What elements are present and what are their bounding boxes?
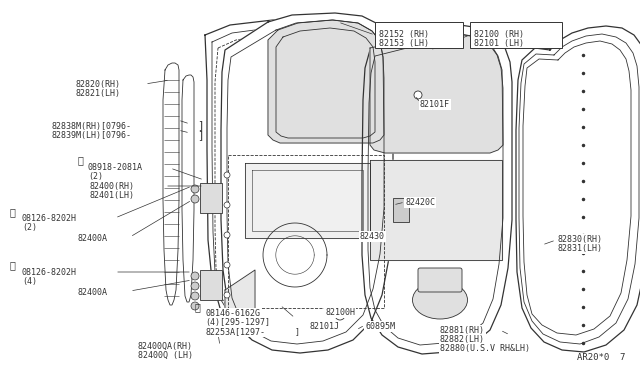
Text: 82400QA(RH): 82400QA(RH) — [138, 342, 193, 351]
Polygon shape — [362, 25, 512, 354]
Text: 82152 (RH): 82152 (RH) — [379, 30, 429, 39]
Text: 82420C: 82420C — [405, 198, 435, 207]
Text: ]: ] — [295, 327, 300, 336]
Bar — [375, 22, 463, 48]
Polygon shape — [225, 270, 255, 315]
Text: 82101F: 82101F — [420, 100, 450, 109]
Circle shape — [191, 195, 199, 203]
Polygon shape — [182, 75, 194, 302]
Text: 82881(RH): 82881(RH) — [440, 326, 485, 335]
Polygon shape — [370, 160, 502, 260]
Text: 82101 (LH): 82101 (LH) — [474, 39, 524, 48]
Text: ]: ] — [197, 130, 204, 140]
Text: 82830(RH): 82830(RH) — [558, 235, 603, 244]
Text: 82153 (LH): 82153 (LH) — [379, 39, 429, 48]
Text: 08146-6162G: 08146-6162G — [205, 309, 260, 318]
Text: 82880(U.S.V RH&LH): 82880(U.S.V RH&LH) — [440, 344, 530, 353]
Bar — [470, 22, 562, 48]
Text: 82401(LH): 82401(LH) — [90, 191, 135, 200]
Circle shape — [224, 232, 230, 238]
Circle shape — [191, 272, 199, 280]
Text: 82100H: 82100H — [325, 308, 355, 317]
Text: Ⓑ: Ⓑ — [195, 302, 201, 312]
Text: 60895M: 60895M — [365, 322, 395, 331]
FancyBboxPatch shape — [418, 268, 462, 292]
Text: 82821(LH): 82821(LH) — [75, 89, 120, 98]
Text: (2): (2) — [88, 172, 103, 181]
Text: Ⓑ: Ⓑ — [10, 260, 16, 270]
Circle shape — [191, 302, 199, 310]
Text: ]: ] — [197, 120, 204, 130]
Bar — [200, 270, 222, 300]
Text: 82400A: 82400A — [78, 288, 108, 297]
Text: 08918-2081A: 08918-2081A — [88, 163, 143, 172]
Bar — [393, 198, 409, 222]
Text: 82820(RH): 82820(RH) — [75, 80, 120, 89]
Polygon shape — [205, 18, 382, 348]
Polygon shape — [370, 34, 503, 153]
Text: 82882(LH): 82882(LH) — [440, 335, 485, 344]
Circle shape — [191, 185, 199, 193]
Circle shape — [191, 292, 199, 300]
Circle shape — [224, 262, 230, 268]
Circle shape — [224, 172, 230, 178]
Polygon shape — [516, 26, 640, 352]
Circle shape — [224, 292, 230, 298]
Text: 82253A[1297-: 82253A[1297- — [205, 327, 265, 336]
Circle shape — [335, 310, 345, 320]
Text: 08126-8202H: 08126-8202H — [22, 268, 77, 277]
Text: 82831(LH): 82831(LH) — [558, 244, 603, 253]
Text: 08126-8202H: 08126-8202H — [22, 214, 77, 223]
Circle shape — [414, 91, 422, 99]
Text: 82400A: 82400A — [78, 234, 108, 243]
Circle shape — [191, 282, 199, 290]
Text: 82430: 82430 — [360, 232, 385, 241]
Text: (4): (4) — [22, 277, 37, 286]
Polygon shape — [245, 163, 370, 238]
Polygon shape — [221, 13, 393, 353]
Text: (4)[295-1297]: (4)[295-1297] — [205, 318, 270, 327]
Text: 82100 (RH): 82100 (RH) — [474, 30, 524, 39]
Circle shape — [224, 202, 230, 208]
Polygon shape — [268, 20, 384, 143]
Text: 82839M(LH)[0796-: 82839M(LH)[0796- — [52, 131, 132, 140]
Text: 82838M(RH)[0796-: 82838M(RH)[0796- — [52, 122, 132, 131]
Text: 82101J: 82101J — [310, 322, 340, 331]
Text: 82400Q (LH): 82400Q (LH) — [138, 351, 193, 360]
Text: (2): (2) — [22, 223, 37, 232]
Text: Ⓑ: Ⓑ — [10, 207, 16, 217]
Bar — [200, 183, 222, 213]
Text: 82400(RH): 82400(RH) — [90, 182, 135, 191]
Text: AR20*0  7: AR20*0 7 — [577, 353, 625, 362]
Text: Ⓝ: Ⓝ — [78, 155, 84, 165]
Ellipse shape — [413, 281, 467, 319]
Polygon shape — [163, 63, 179, 305]
